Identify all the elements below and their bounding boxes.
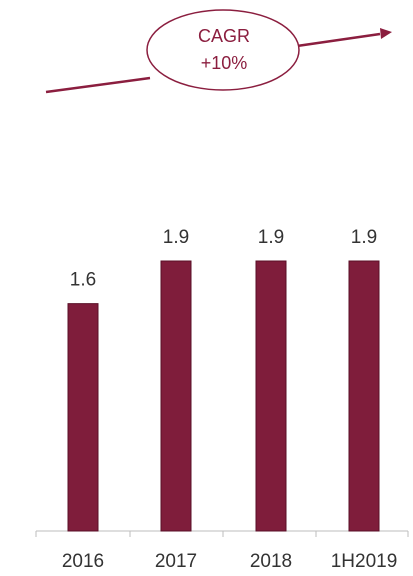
bar-1h2019 (348, 260, 380, 532)
cagr-trend-line (45, 76, 151, 94)
cagr-trend-line (296, 32, 381, 48)
value-label: 1.9 (163, 227, 189, 248)
x-axis-ticks (35, 531, 409, 537)
category-label: 2016 (62, 551, 104, 572)
category-label: 2018 (250, 551, 292, 572)
cagr-annotation: CAGR +10% (45, 9, 392, 94)
category-labels: 2016 2017 2018 1H2019 (62, 551, 397, 572)
bar-2016 (67, 303, 99, 532)
arrow-head-icon (380, 28, 392, 39)
cagr-label: CAGR (198, 26, 250, 46)
bars (67, 260, 380, 532)
value-label: 1.9 (351, 227, 377, 248)
bar-2018 (255, 260, 287, 532)
cagr-bubble (146, 9, 300, 91)
category-label: 2017 (155, 551, 197, 572)
cagr-value: +10% (201, 53, 248, 73)
value-label: 1.9 (258, 227, 284, 248)
value-labels: 1.6 1.9 1.9 1.9 (70, 227, 377, 291)
bar-2017 (160, 260, 192, 532)
category-label: 1H2019 (331, 551, 398, 572)
value-label: 1.6 (70, 270, 96, 291)
